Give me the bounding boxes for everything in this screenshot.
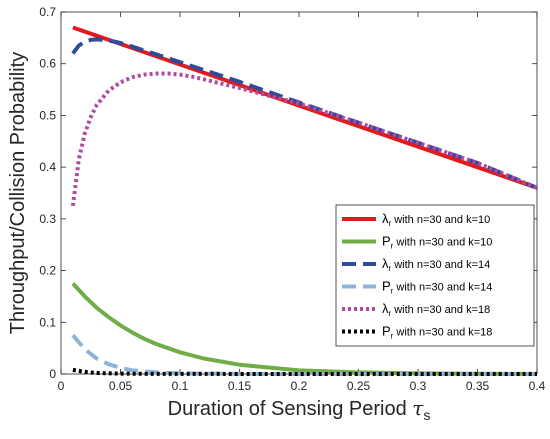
series-layer: [70, 25, 538, 376]
y-tick-label: 0.5: [39, 108, 56, 122]
y-tick-label: 0.4: [39, 160, 56, 174]
legend-label-2: Pr with n=30 and k=10: [382, 234, 492, 251]
y-tick-label: 0.6: [39, 57, 56, 71]
legend: λr with n=30 and k=10 Pr with n=30 and k=…: [335, 204, 535, 347]
axis-ticks: 0 0.05 0.1 0.15 0.2 0.25 0.3 0.35 0.4 0 0.1 0.2 0.3 0…: [39, 5, 545, 393]
x-axis-label: Duration of Sensing Period τs: [168, 396, 431, 423]
legend-label-6: Pr with n=30 and k=18: [382, 324, 492, 341]
x-tick-label: 0.25: [347, 379, 371, 393]
y-tick-label: 0.1: [39, 315, 56, 329]
x-tick-label: 0: [58, 379, 65, 393]
legend-label-1: λr with n=30 and k=10: [382, 211, 490, 228]
x-tick-label: 0.35: [466, 379, 490, 393]
x-tick-label: 0.1: [172, 379, 189, 393]
y-tick-label: 0: [49, 367, 56, 381]
x-tick-label: 0.3: [410, 379, 427, 393]
y-tick-label: 0.3: [39, 212, 56, 226]
x-tick-label: 0.15: [228, 379, 252, 393]
series-line-5: [70, 71, 538, 207]
legend-label-3: λr with n=30 and k=14: [382, 256, 490, 273]
x-tick-label: 0.4: [529, 379, 546, 393]
x-tick-label: 0.05: [109, 379, 133, 393]
y-tick-label: 0.7: [39, 5, 56, 19]
legend-label-4: Pr with n=30 and k=14: [382, 279, 492, 296]
legend-box: [335, 204, 535, 347]
y-axis-label: Throughput/Collision Probability: [7, 52, 29, 334]
y-tick-label: 0.2: [39, 264, 56, 278]
legend-label-5: λr with n=30 and k=18: [382, 301, 490, 318]
x-tick-label: 0.2: [291, 379, 308, 393]
